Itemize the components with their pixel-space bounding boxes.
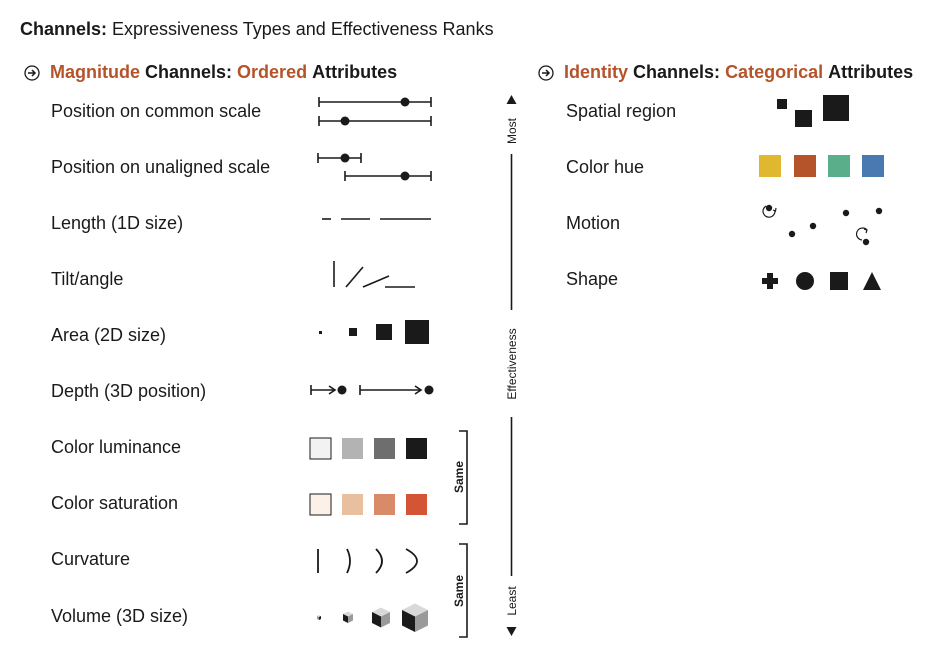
hue-swatch-1 — [759, 155, 781, 177]
luminance-swatch-3 — [374, 438, 395, 459]
row-label-length: Length (1D size) — [51, 213, 184, 233]
row-label-color-saturation: Color saturation — [51, 493, 179, 513]
identity-header: Identity Channels: Categorical Attribute… — [538, 62, 913, 83]
depth-glyph — [310, 385, 434, 395]
spatial-region-glyph — [777, 95, 849, 127]
position-common-glyph — [318, 97, 432, 126]
row-label-color-luminance: Color luminance — [51, 437, 182, 457]
page-title: Channels: Expressiveness Types and Effec… — [20, 19, 494, 40]
row-label-motion: Motion — [566, 213, 621, 233]
volume-glyph — [317, 603, 428, 632]
color-luminance-glyph — [309, 437, 427, 460]
circle-icon — [796, 272, 814, 290]
row-label-depth: Depth (3D position) — [51, 381, 207, 401]
same-label-color: Same — [452, 460, 466, 494]
saturation-swatch-4 — [406, 494, 427, 515]
hue-swatch-3 — [828, 155, 850, 177]
title-rest: Expressiveness Types and Effectiveness R… — [112, 19, 494, 39]
row-label-color-hue: Color hue — [566, 157, 645, 177]
row-label-curvature: Curvature — [51, 549, 131, 569]
square-icon — [830, 272, 848, 290]
categorical-word: Categorical — [725, 62, 824, 82]
attributes-word: Attributes — [312, 62, 398, 82]
color-saturation-glyph — [309, 493, 427, 516]
down-triangle-icon — [506, 627, 517, 636]
row-label-tilt: Tilt/angle — [51, 269, 124, 289]
title-bold: Channels: — [20, 19, 108, 39]
luminance-swatch-4 — [406, 438, 427, 459]
color-hue-glyph — [759, 155, 884, 177]
saturation-swatch-2 — [342, 494, 363, 515]
channels-word: Channels: — [145, 62, 233, 82]
luminance-swatch-1 — [309, 437, 332, 460]
magnitude-header: Magnitude Channels: Ordered Attributes — [24, 62, 397, 83]
row-label-spatial-region: Spatial region — [566, 101, 677, 121]
motion-glyph — [762, 204, 883, 246]
ordered-word: Ordered — [237, 62, 308, 82]
hue-swatch-2 — [794, 155, 816, 177]
effectiveness-most: Most — [505, 117, 519, 145]
triangle-icon — [863, 272, 881, 290]
curvature-glyph — [317, 548, 418, 574]
hue-swatch-4 — [862, 155, 884, 177]
row-label-area: Area (2D size) — [51, 325, 167, 345]
same-bracket-curvature-volume — [459, 543, 468, 638]
effectiveness-least: Least — [505, 586, 519, 616]
position-unaligned-glyph — [317, 153, 432, 181]
same-label-curvature: Same — [452, 574, 466, 608]
effectiveness-axis — [506, 95, 517, 636]
luminance-swatch-2 — [342, 438, 363, 459]
channels-word: Channels: — [633, 62, 721, 82]
area-glyph — [319, 320, 429, 344]
plus-icon — [762, 273, 778, 289]
effectiveness-label: Effectiveness — [505, 328, 519, 400]
identity-word: Identity — [564, 62, 629, 82]
row-label-shape: Shape — [566, 269, 619, 289]
circled-right-arrow-icon — [538, 64, 554, 81]
saturation-swatch-3 — [374, 494, 395, 515]
row-label-volume: Volume (3D size) — [51, 606, 189, 626]
attributes-word: Attributes — [828, 62, 914, 82]
same-bracket-color — [459, 430, 468, 525]
magnitude-word: Magnitude — [50, 62, 140, 82]
circled-right-arrow-icon — [24, 64, 40, 81]
shape-glyph — [762, 272, 881, 290]
tilt-glyph — [333, 261, 415, 288]
row-label-position-common: Position on common scale — [51, 101, 262, 121]
row-label-position-unaligned: Position on unaligned scale — [51, 157, 271, 177]
up-triangle-icon — [506, 95, 517, 104]
saturation-swatch-1 — [309, 493, 332, 516]
